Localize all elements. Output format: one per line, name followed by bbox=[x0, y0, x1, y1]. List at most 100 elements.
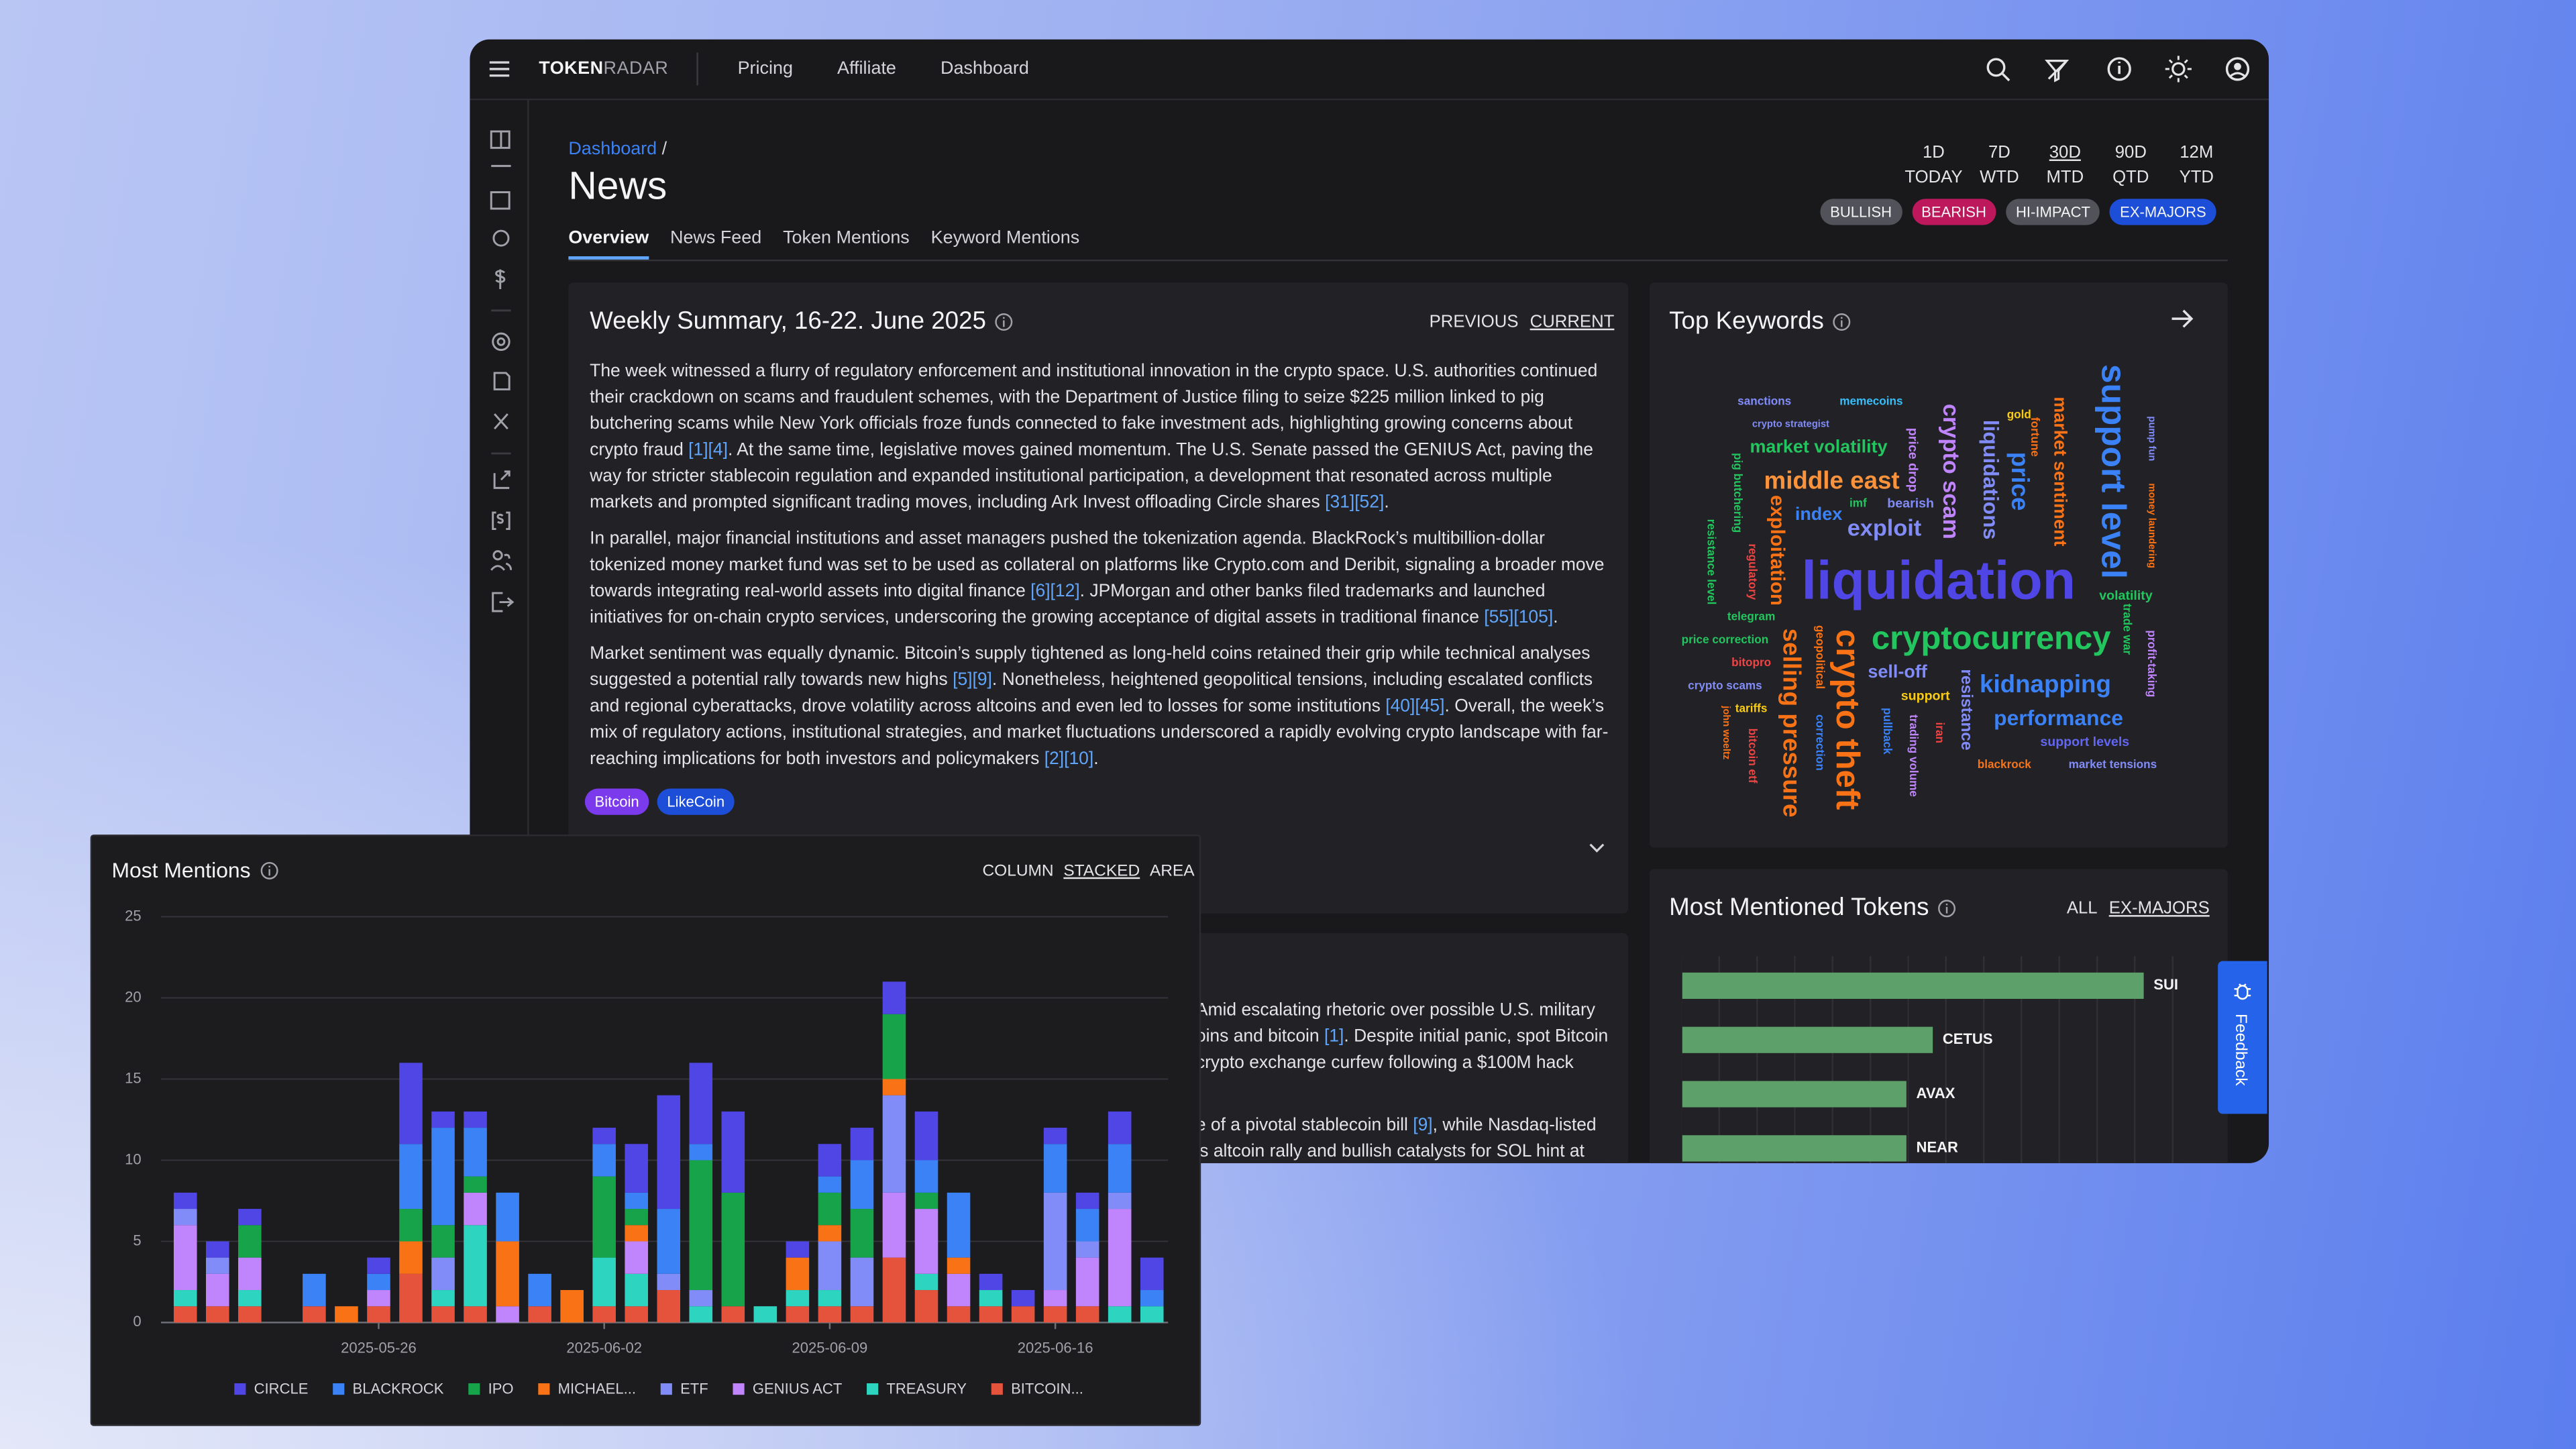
nav-icon[interactable] bbox=[493, 372, 511, 390]
keyword[interactable]: crypto strategist bbox=[1752, 420, 1829, 431]
nav-icon[interactable] bbox=[492, 550, 503, 561]
nav-icon[interactable] bbox=[494, 413, 508, 430]
citation[interactable]: [55][105] bbox=[1484, 608, 1554, 628]
nav-link[interactable]: Pricing bbox=[737, 59, 793, 79]
keyword[interactable]: tariffs bbox=[1735, 704, 1768, 716]
nav-icon[interactable] bbox=[492, 229, 510, 247]
keyword[interactable]: kidnapping bbox=[1980, 671, 2111, 700]
keyword[interactable]: support levels bbox=[2040, 734, 2130, 749]
keyword[interactable]: trade war bbox=[2120, 603, 2132, 655]
tag[interactable]: Bitcoin bbox=[584, 788, 649, 815]
keyword[interactable]: sell-off bbox=[1868, 663, 1927, 683]
nav-link[interactable]: Dashboard bbox=[941, 59, 1029, 79]
keyword[interactable]: price bbox=[2004, 451, 2033, 511]
keyword[interactable]: iran bbox=[1933, 722, 1945, 743]
keyword[interactable]: gold bbox=[2006, 410, 2031, 422]
keyword[interactable]: profit-taking bbox=[2145, 630, 2157, 698]
feedback-tab[interactable]: Feedback bbox=[2218, 961, 2267, 1114]
menu-icon[interactable] bbox=[488, 58, 511, 80]
keyword[interactable]: middle east bbox=[1764, 467, 1900, 496]
week-option[interactable]: PREVIOUS bbox=[1429, 312, 1519, 332]
range-option[interactable]: 90D QTD bbox=[2104, 142, 2157, 191]
keyword[interactable]: price drop bbox=[1905, 427, 1921, 492]
legend-label[interactable]: GENIUS ACT bbox=[753, 1381, 842, 1397]
keyword[interactable]: regulatory bbox=[1746, 543, 1758, 600]
range-option[interactable]: 30D MTD bbox=[2039, 142, 2091, 191]
keyword[interactable]: pig butchering bbox=[1731, 453, 1743, 533]
keyword[interactable]: support bbox=[1900, 688, 1950, 704]
nav-icon[interactable] bbox=[490, 191, 511, 210]
legend-label[interactable]: ETF bbox=[680, 1381, 708, 1397]
week-option[interactable]: CURRENT bbox=[1529, 312, 1615, 332]
nav-link[interactable]: Affiliate bbox=[837, 59, 896, 79]
keyword[interactable]: pump fun bbox=[2145, 416, 2156, 462]
info-icon[interactable] bbox=[2107, 57, 2131, 81]
keyword[interactable]: crypto scams bbox=[1688, 681, 1762, 693]
citation[interactable]: [2][10] bbox=[1044, 749, 1094, 769]
keyword[interactable]: price correction bbox=[1681, 635, 1769, 647]
citation[interactable]: [31][52] bbox=[1325, 492, 1385, 513]
filter-off-icon[interactable] bbox=[2045, 60, 2070, 83]
brand[interactable]: TOKENRADAR bbox=[539, 59, 668, 78]
citation[interactable]: [1] bbox=[1324, 1026, 1344, 1047]
legend-label[interactable]: TREASURY bbox=[886, 1381, 967, 1397]
bar[interactable] bbox=[1682, 1026, 1933, 1053]
chart-mode[interactable]: COLUMN bbox=[982, 862, 1054, 881]
nav-icon[interactable] bbox=[492, 592, 515, 612]
citation[interactable]: [5][9] bbox=[953, 670, 992, 690]
filter-chip[interactable]: EX-MAJORS bbox=[2110, 199, 2216, 225]
tag[interactable]: LikeCoin bbox=[657, 788, 735, 815]
chart-mode[interactable]: AREA bbox=[1149, 862, 1195, 881]
keyword[interactable]: bitcoin etf bbox=[1746, 728, 1758, 784]
keyword[interactable]: support level bbox=[2094, 364, 2132, 579]
token-mode[interactable]: ALL bbox=[2066, 898, 2098, 918]
filter-chip[interactable]: BULLISH bbox=[1820, 199, 1902, 225]
keyword[interactable]: money laundering bbox=[2145, 483, 2156, 568]
nav-icon[interactable] bbox=[493, 470, 511, 489]
keyword[interactable]: bitopro bbox=[1731, 657, 1772, 669]
bar[interactable] bbox=[1682, 972, 2144, 999]
keyword[interactable]: geopolitical bbox=[1813, 625, 1825, 690]
keyword[interactable]: exploit bbox=[1847, 514, 1922, 541]
expand-icon[interactable] bbox=[1587, 839, 1607, 855]
keyword[interactable]: blackrock bbox=[1977, 759, 2031, 771]
keyword[interactable]: market volatility bbox=[1750, 437, 1888, 458]
keyword[interactable]: performance bbox=[1994, 705, 2124, 731]
account-icon[interactable] bbox=[2225, 57, 2250, 81]
keyword[interactable]: bearish bbox=[1887, 496, 1935, 511]
keyword[interactable]: pullback bbox=[1880, 708, 1892, 755]
keyword[interactable]: imf bbox=[1849, 498, 1867, 511]
citation[interactable]: [40][45] bbox=[1385, 696, 1445, 716]
keyword[interactable]: sanctions bbox=[1737, 396, 1792, 409]
tab[interactable]: Overview bbox=[568, 228, 649, 260]
keyword[interactable]: crypto scam bbox=[1938, 403, 1965, 539]
legend-label[interactable]: MICHAEL... bbox=[558, 1381, 636, 1397]
keyword[interactable]: fortune bbox=[2028, 417, 2040, 457]
keyword[interactable]: selling pressure bbox=[1776, 628, 1805, 818]
keyword[interactable]: correction bbox=[1813, 714, 1825, 771]
legend-label[interactable]: IPO bbox=[488, 1381, 514, 1397]
legend-label[interactable]: CIRCLE bbox=[254, 1381, 309, 1397]
keyword[interactable]: cryptocurrency bbox=[1871, 621, 2111, 657]
legend-label[interactable]: BLACKROCK bbox=[353, 1381, 444, 1397]
tab[interactable]: News Feed bbox=[669, 228, 762, 248]
tab[interactable]: Token Mentions bbox=[783, 228, 910, 248]
keyword[interactable]: market tensions bbox=[2068, 759, 2157, 771]
keyword[interactable]: liquidation bbox=[1801, 549, 2076, 610]
keyword[interactable]: exploitation bbox=[1766, 494, 1789, 606]
nav-icon[interactable] bbox=[495, 269, 506, 290]
keyword[interactable]: volatility bbox=[2099, 588, 2153, 603]
keyword[interactable]: index bbox=[1794, 505, 1843, 525]
filter-chip[interactable]: HI-IMPACT bbox=[2006, 199, 2100, 225]
keyword[interactable]: resistance bbox=[1956, 669, 1975, 751]
keyword[interactable]: telegram bbox=[1727, 612, 1776, 624]
citation[interactable]: [9] bbox=[1413, 1115, 1433, 1136]
search-icon[interactable] bbox=[1986, 58, 2010, 82]
keyword[interactable]: memecoins bbox=[1839, 396, 1903, 409]
bar[interactable] bbox=[1682, 1135, 1907, 1162]
open-arrow[interactable] bbox=[2169, 306, 2195, 332]
range-option[interactable]: 12M YTD bbox=[2170, 142, 2222, 191]
info-icon[interactable] bbox=[994, 311, 1014, 331]
filter-chip[interactable]: BEARISH bbox=[1911, 199, 1996, 225]
tab[interactable]: Keyword Mentions bbox=[930, 228, 1080, 248]
